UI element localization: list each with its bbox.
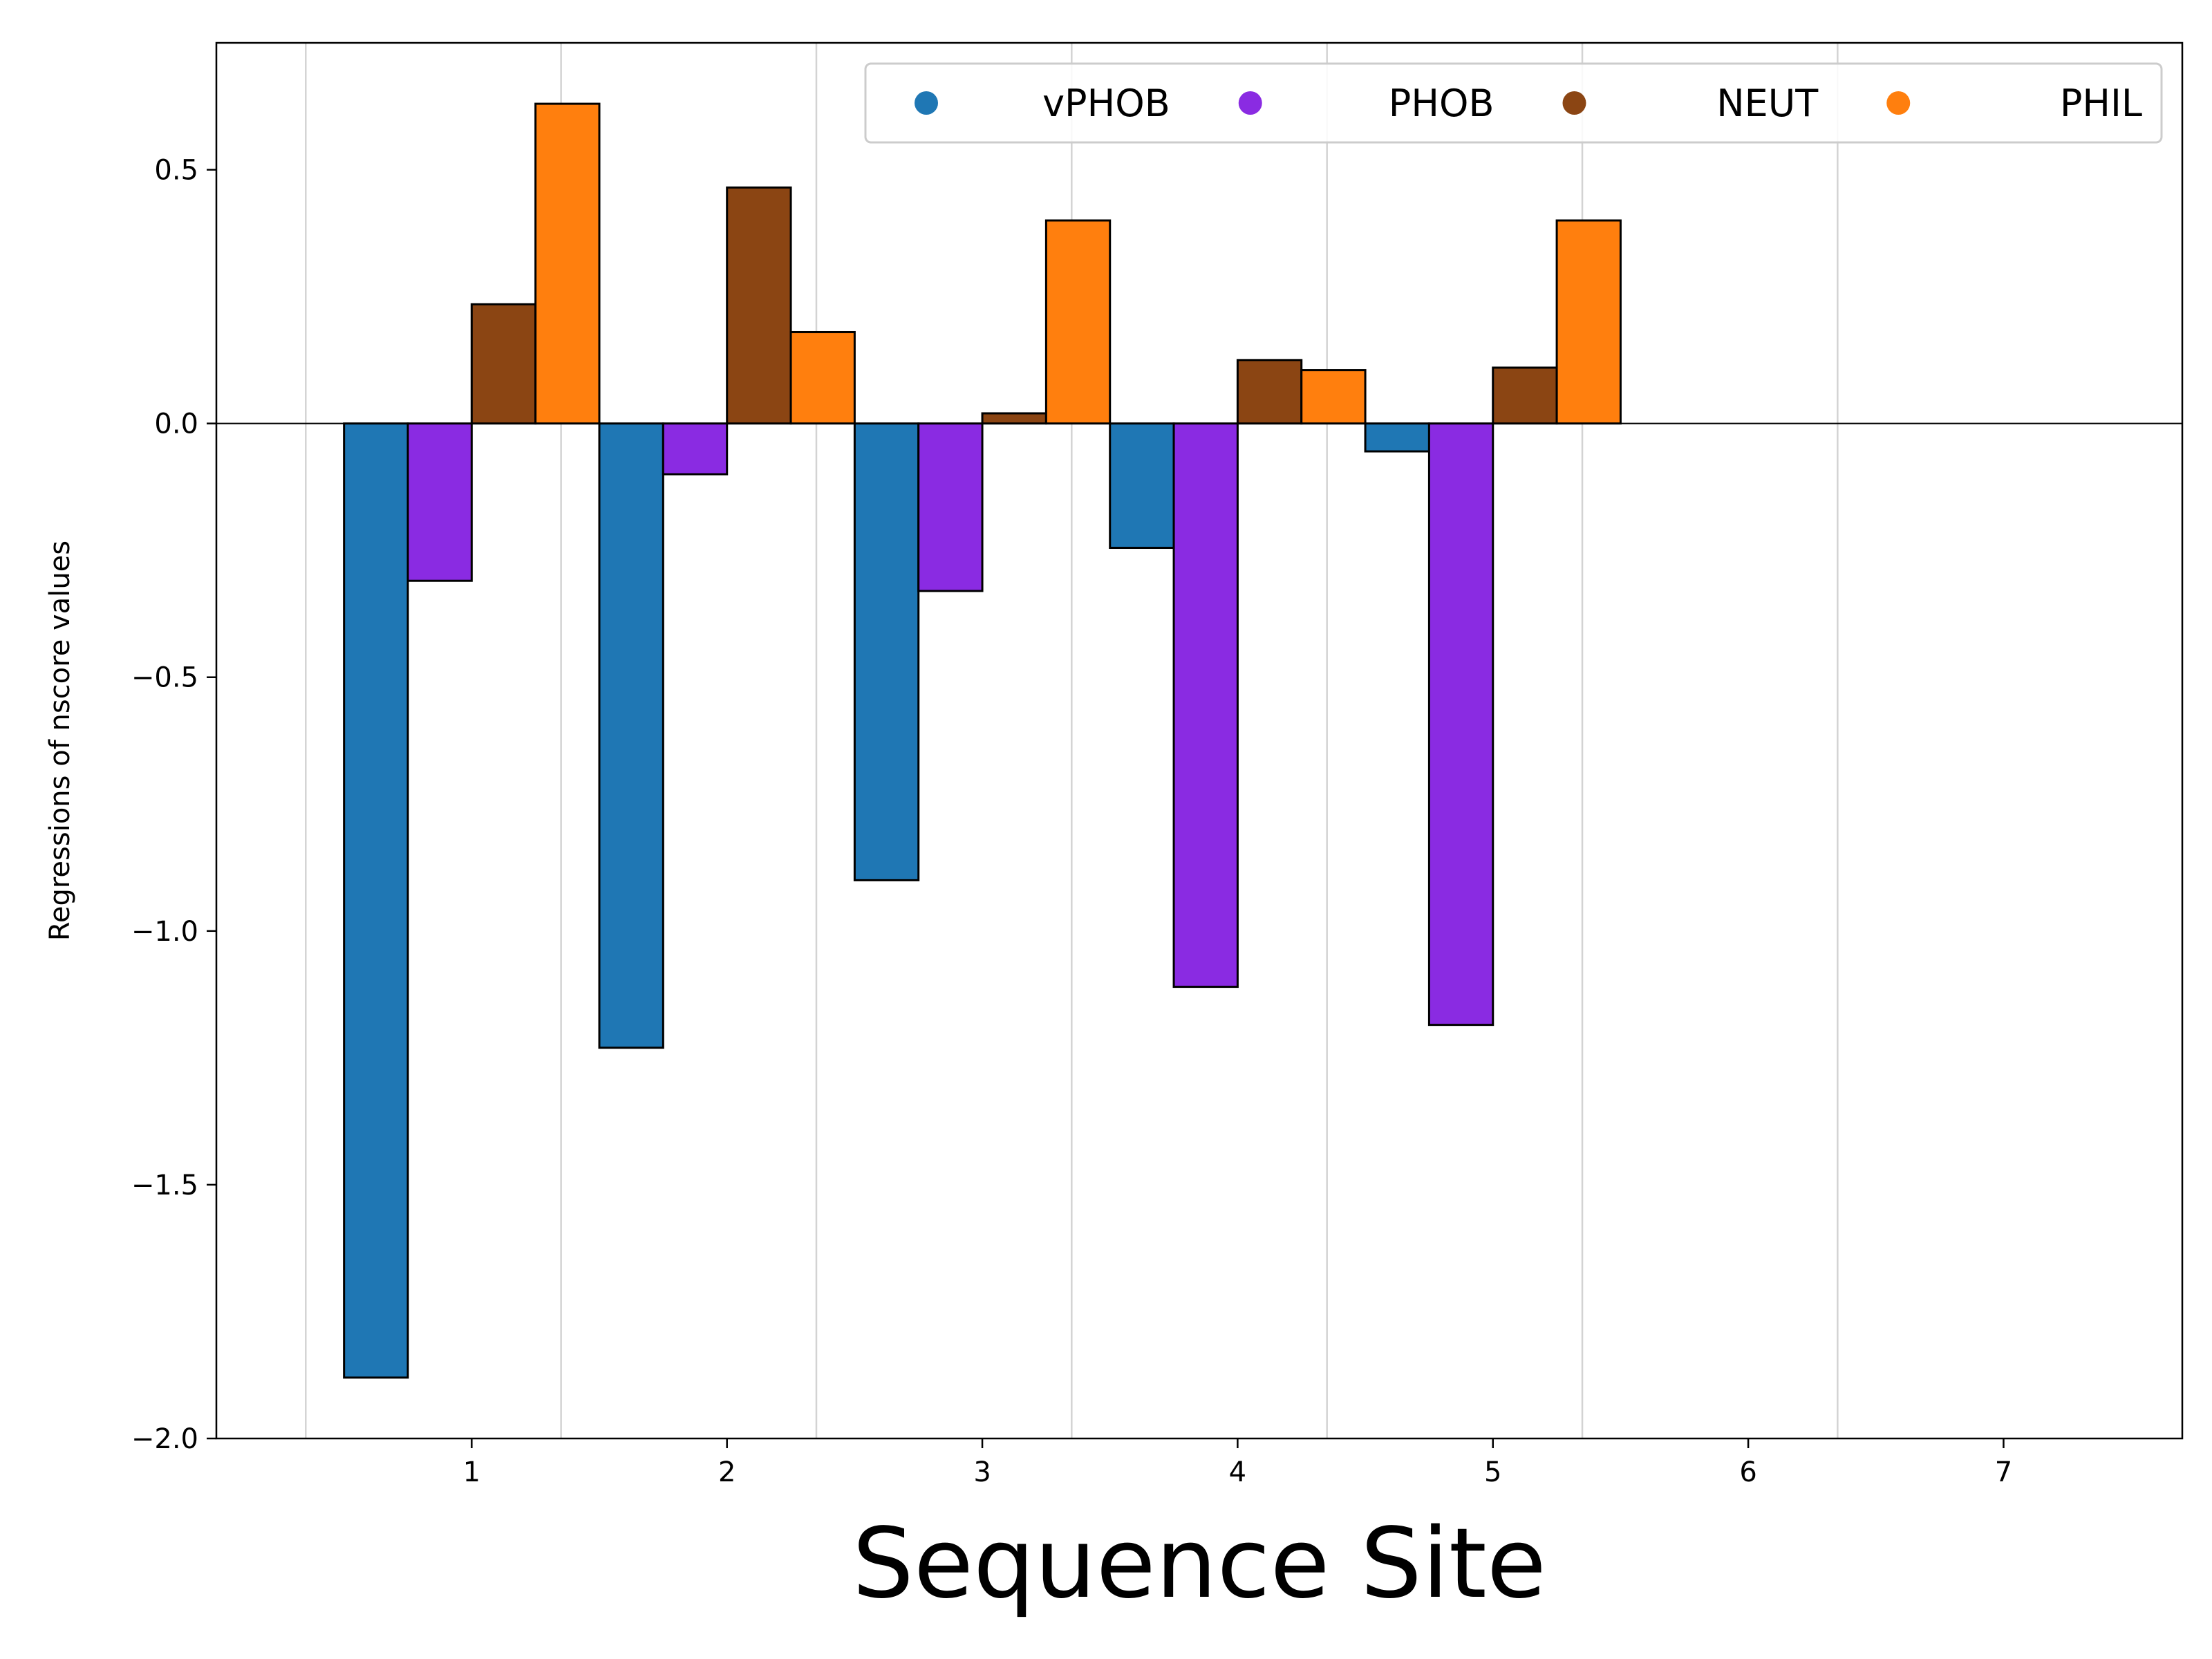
bar-PHIL-2 <box>789 330 856 425</box>
bar-NEUT-2 <box>726 186 792 425</box>
bar-PHIL-5 <box>1555 219 1622 425</box>
x-tick-label: 7 <box>1995 1456 2012 1488</box>
axis-ticks: 1 2 3 4 5 6 7 0.5 0.0 −0.5 −1.0 −1.5 −2.0 <box>131 155 2012 1488</box>
bar-PHOB-2 <box>662 422 729 476</box>
x-tick-label: 2 <box>718 1456 735 1488</box>
x-tick-label: 5 <box>1484 1456 1501 1488</box>
bar-vPHOB-1 <box>343 422 409 1379</box>
y-tick-label: −2.0 <box>131 1423 198 1455</box>
bar-NEUT-1 <box>470 303 537 425</box>
bar-vPHOB-2 <box>598 422 664 1049</box>
bar-PHIL-3 <box>1044 219 1112 425</box>
y-tick-label: −1.0 <box>131 916 198 948</box>
bar-PHOB-4 <box>1172 422 1239 988</box>
y-tick-label: −0.5 <box>131 662 198 694</box>
bar-PHOB-1 <box>406 422 473 582</box>
legend-marker-NEUT <box>1562 91 1586 115</box>
bar-vPHOB-4 <box>1109 422 1175 550</box>
bar-PHIL-1 <box>534 102 601 425</box>
legend-label-PHOB: PHOB <box>1389 82 1494 125</box>
x-axis-title: Sequence Site <box>852 1508 1546 1620</box>
legend-marker-vPHOB <box>915 91 938 115</box>
bar-NEUT-4 <box>1236 359 1303 425</box>
bar-PHOB-5 <box>1427 422 1494 1027</box>
legend-marker-PHIL <box>1886 91 1911 115</box>
bars <box>343 102 1622 1379</box>
bar-NEUT-3 <box>981 412 1047 425</box>
legend-label-PHIL: PHIL <box>2060 82 2142 125</box>
x-tick-label: 4 <box>1229 1456 1246 1488</box>
x-tick-label: 3 <box>973 1456 991 1488</box>
legend-label-vPHOB: vPHOB <box>1042 82 1170 125</box>
y-tick-label: −1.5 <box>131 1170 198 1201</box>
y-tick-label: 0.0 <box>154 409 198 440</box>
legend-box <box>864 62 2163 144</box>
legend-label-NEUT: NEUT <box>1716 82 1819 125</box>
legend-marker-PHOB <box>1238 91 1262 115</box>
y-tick-label: 0.5 <box>154 155 198 187</box>
x-tick-label: 1 <box>463 1456 480 1488</box>
legend: vPHOB PHOB NEUT PHIL <box>864 62 2163 144</box>
plot-frame <box>215 41 2184 1440</box>
bar-PHIL-4 <box>1300 369 1367 425</box>
bar-PHOB-3 <box>917 422 984 592</box>
bar-vPHOB-3 <box>853 422 920 881</box>
bar-NEUT-5 <box>1492 366 1558 425</box>
bar-vPHOB-5 <box>1364 422 1430 453</box>
y-axis-title: Regressions of nscore values <box>44 541 76 941</box>
x-tick-label: 6 <box>1739 1456 1756 1488</box>
